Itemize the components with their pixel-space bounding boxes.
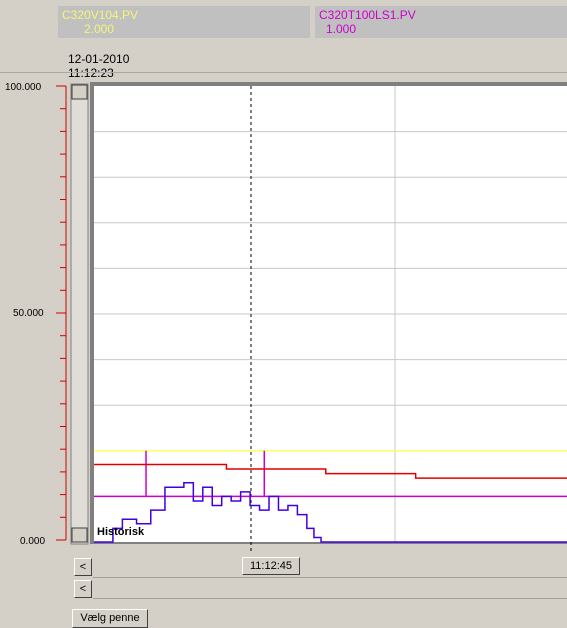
scroll-thumb-bottom[interactable]: [71, 527, 88, 543]
vertical-scrollbar[interactable]: [70, 83, 89, 545]
pen-tag-c320t100ls1[interactable]: C320T100LS1.PV 1.000: [315, 6, 567, 38]
pen-value: 1.000: [326, 22, 357, 36]
series-line-3: [94, 481, 567, 543]
timestamp-time: 11:12:23: [68, 66, 114, 80]
mode-label: Historisk: [97, 526, 145, 538]
header-separator: [0, 72, 567, 73]
pen-name: C320T100LS1.PV: [319, 8, 416, 22]
cursor-time-button[interactable]: 11:12:45: [242, 557, 300, 575]
select-pens-button[interactable]: Vælg penne: [72, 609, 148, 628]
scroll-thumb-top[interactable]: [71, 84, 88, 100]
pen-name: C320V104.PV: [62, 8, 139, 22]
timestamp-date: 12-01-2010: [68, 52, 130, 66]
series-line-1: [94, 450, 567, 498]
y-label-top: 100.000: [5, 82, 42, 93]
y-label-mid: 50.000: [13, 308, 44, 319]
y-axis-ticks: [56, 85, 66, 541]
scrollbar-track-2: [93, 598, 567, 599]
scroll-left-button[interactable]: <: [74, 558, 92, 576]
pen-value: 2.000: [84, 22, 115, 36]
pen-tag-c320v104[interactable]: C320V104.PV 2.000: [58, 6, 310, 38]
scroll-left-button-2[interactable]: <: [74, 580, 92, 598]
series-line-2: [94, 463, 567, 479]
series-group: [94, 450, 567, 543]
y-label-bottom: 0.000: [20, 536, 45, 547]
scrollbar-track: [93, 577, 567, 578]
